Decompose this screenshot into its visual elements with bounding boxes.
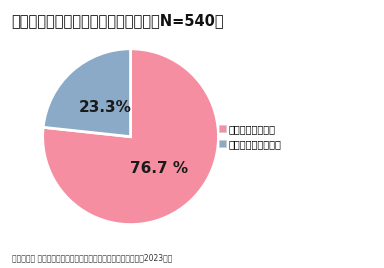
Text: 76.7 %: 76.7 % [130,161,188,176]
Wedge shape [43,49,131,137]
Text: 積水ハウス 住生活研究所調査「物価上昇による暮らしの調査（2023）」: 積水ハウス 住生活研究所調査「物価上昇による暮らしの調査（2023）」 [12,254,172,263]
Wedge shape [43,49,218,225]
Text: 自宅での食事にメリットを感じるか（N=540）: 自宅での食事にメリットを感じるか（N=540） [12,13,224,28]
Text: 23.3%: 23.3% [78,100,131,116]
Legend: メリットを感じる, メリットを感じない: メリットを感じる, メリットを感じない [219,124,281,149]
